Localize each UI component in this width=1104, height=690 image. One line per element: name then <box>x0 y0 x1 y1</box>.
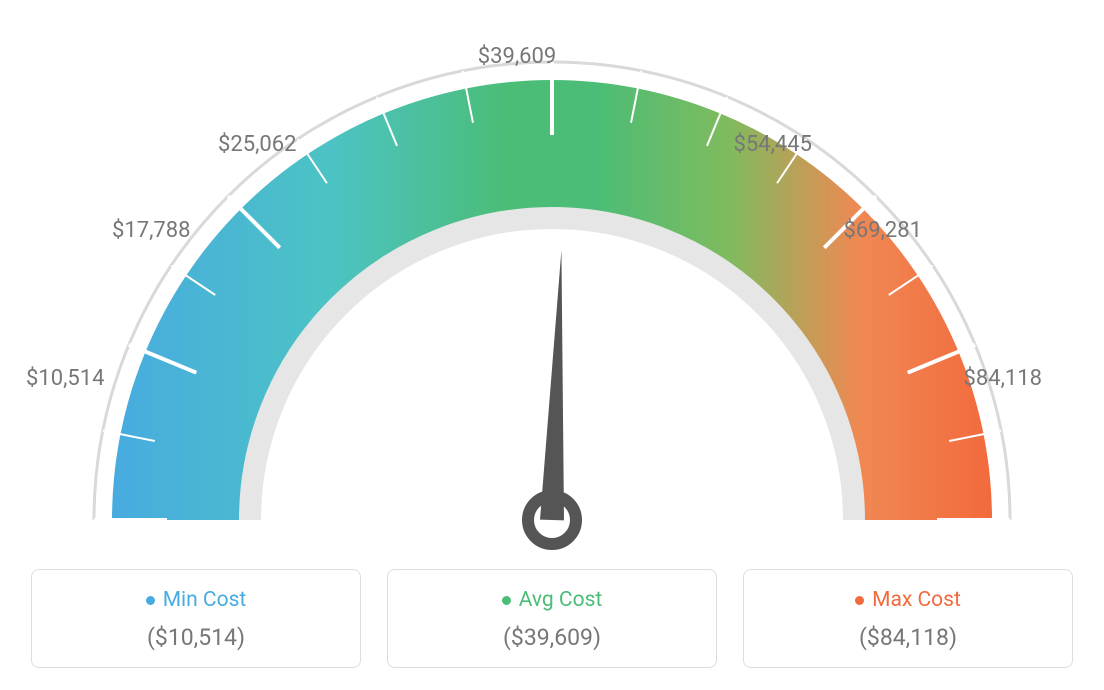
gauge-svg <box>22 40 1082 560</box>
legend-max-label: Max Cost <box>872 588 961 612</box>
legend-avg-value: ($39,609) <box>398 624 706 651</box>
gauge-tick-label: $69,281 <box>843 218 922 243</box>
legend-title-max: Max Cost <box>855 588 961 612</box>
legend-avg-label: Avg Cost <box>519 588 603 612</box>
dot-icon <box>855 596 864 605</box>
legend-card-max: Max Cost ($84,118) <box>743 569 1073 668</box>
dot-icon <box>502 596 511 605</box>
gauge-chart: $10,514 $17,788 $25,062 $39,609 $54,445 $69,2… <box>22 40 1082 560</box>
legend-card-avg: Avg Cost ($39,609) <box>387 569 717 668</box>
gauge-tick-label: $84,118 <box>963 366 1042 391</box>
legend-row: Min Cost ($10,514) Avg Cost ($39,609) Ma… <box>22 569 1082 668</box>
gauge-tick-label: $25,062 <box>218 132 297 157</box>
gauge-tick-label: $10,514 <box>26 366 105 391</box>
legend-card-min: Min Cost ($10,514) <box>31 569 361 668</box>
legend-min-label: Min Cost <box>163 588 247 612</box>
dot-icon <box>146 596 155 605</box>
legend-max-value: ($84,118) <box>754 624 1062 651</box>
gauge-tick-label: $17,788 <box>112 218 191 243</box>
legend-title-avg: Avg Cost <box>502 588 603 612</box>
gauge-tick-label: $54,445 <box>733 132 812 157</box>
legend-title-min: Min Cost <box>146 588 247 612</box>
legend-min-value: ($10,514) <box>42 624 350 651</box>
gauge-tick-label: $39,609 <box>478 44 557 69</box>
